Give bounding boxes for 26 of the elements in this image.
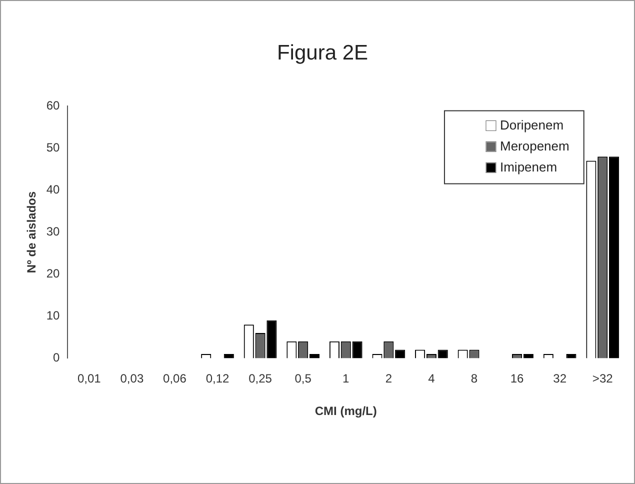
x-tick-label: 2 [385,372,392,386]
x-tick-label: 16 [510,372,524,386]
x-tick-label: 8 [470,372,478,386]
y-tick-label: 50 [46,140,60,155]
y-axis-title: Nº de aislados [24,191,39,274]
y-tick-label: 20 [46,266,60,281]
y-tick-label: 0 [53,350,60,365]
y-tick-label: 10 [46,308,60,323]
legend-label: Meropenem [500,138,570,154]
x-tick-label: >32 [592,372,614,386]
legend-label: Imipenem [500,159,558,174]
x-tick-label: 0,06 [163,372,187,386]
x-tick-label: 0,5 [294,372,312,386]
legend-label: Doripenem [500,117,564,132]
chart-title: Figura 2E [276,41,368,64]
x-axis-title: CMI (mg/L) [314,404,377,418]
y-tick-label: 60 [46,98,60,113]
x-tick-label: 4 [428,372,436,386]
x-tick-label: 0,01 [77,372,102,386]
x-tick-label: 32 [553,372,567,386]
y-tick-label: 30 [46,224,60,239]
x-tick-label: 1 [342,372,350,386]
x-tick-label: 0,03 [120,372,144,386]
y-tick-label: 40 [46,182,60,197]
x-tick-label: 0,12 [206,372,230,386]
x-tick-label: 0,25 [248,372,272,386]
